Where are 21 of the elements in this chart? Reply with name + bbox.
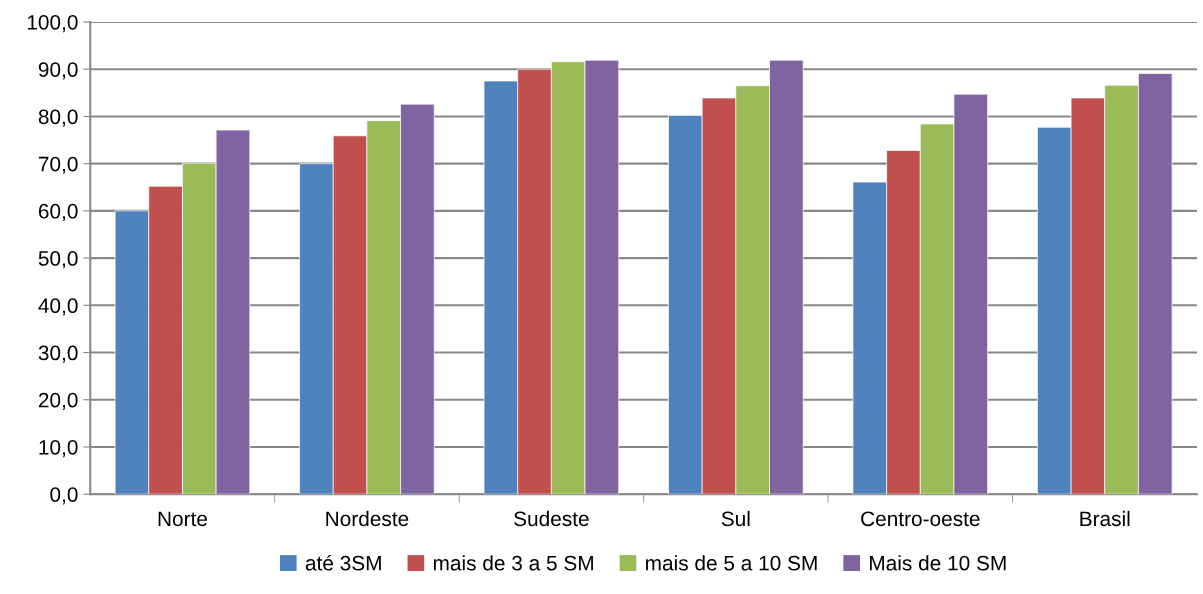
y-tick-label: 100,0 bbox=[27, 14, 78, 33]
y-tick-label: 0,0 bbox=[50, 487, 78, 505]
legend-label: mais de 3 a 5 SM bbox=[433, 555, 593, 571]
x-tick-label: Sul bbox=[721, 510, 750, 527]
x-tick-label: Centro-oeste bbox=[861, 511, 980, 527]
y-tick-label: 10,0 bbox=[39, 439, 78, 458]
x-tick-label: Norte bbox=[158, 511, 207, 527]
y-tick-label: 30,0 bbox=[38, 345, 78, 363]
y-tick-label: 20,0 bbox=[38, 392, 78, 410]
x-tick-label: Sudeste bbox=[514, 510, 589, 527]
y-tick-label: 60,0 bbox=[38, 203, 78, 222]
x-tick-label: Nordeste bbox=[326, 510, 409, 527]
legend-label: até 3SM bbox=[305, 554, 381, 571]
y-tick-label: 90,0 bbox=[38, 62, 78, 80]
y-tick-label: 80,0 bbox=[38, 109, 78, 127]
legend-label: mais de 5 a 10 SM bbox=[646, 555, 817, 571]
y-tick-label: 70,0 bbox=[38, 156, 78, 174]
legend-label: Mais de 10 SM bbox=[870, 555, 1006, 571]
x-tick-label: Brasil bbox=[1080, 510, 1130, 527]
y-tick-label: 50,0 bbox=[38, 251, 78, 269]
y-tick-label: 40,0 bbox=[38, 298, 78, 316]
